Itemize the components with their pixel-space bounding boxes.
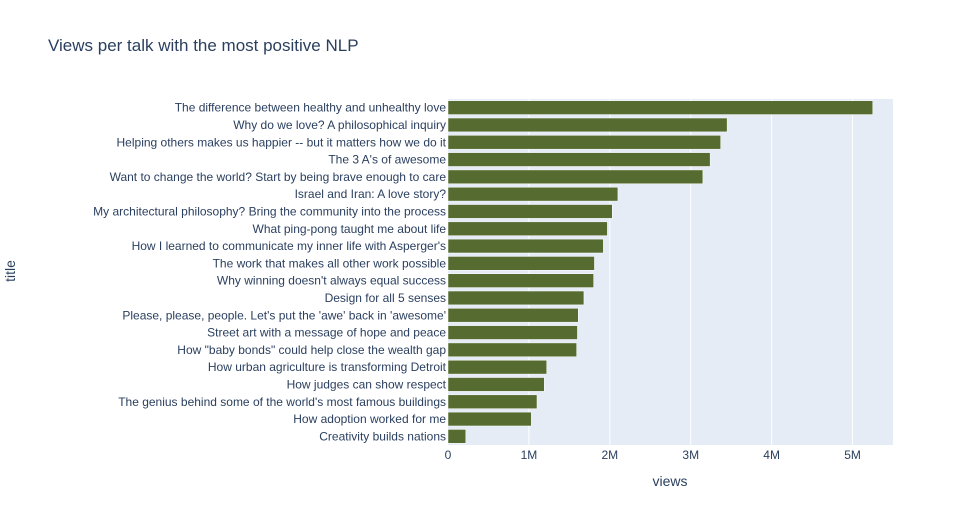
bar — [447, 308, 579, 323]
y-tick-label: How judges can show respect — [287, 377, 447, 391]
x-tick-label: 1M — [521, 448, 538, 462]
bar — [447, 117, 728, 133]
bar — [447, 169, 704, 185]
y-tick-label: Why do we love? A philosophical inquiry — [233, 118, 446, 132]
bar — [447, 221, 608, 236]
bar — [447, 411, 532, 427]
bar — [447, 325, 578, 340]
bar — [447, 152, 711, 167]
bar — [447, 273, 594, 288]
y-tick-label: The work that makes all other work possi… — [213, 256, 447, 270]
x-tick-label: 4M — [763, 448, 780, 462]
bar — [447, 256, 595, 271]
y-tick-label: How adoption worked for me — [293, 412, 446, 426]
y-tick-label: How "baby bonds" could help close the we… — [177, 343, 446, 357]
y-tick-label: Creativity builds nations — [319, 429, 446, 443]
bar — [447, 135, 721, 150]
y-tick-label: The 3 A's of awesome — [328, 153, 446, 167]
y-tick-label: Why winning doesn't always equal success — [217, 274, 446, 288]
bars — [447, 100, 874, 444]
y-tick-label: How urban agriculture is transforming De… — [208, 360, 447, 374]
y-tick-label: Design for all 5 senses — [325, 291, 446, 305]
bar — [447, 204, 613, 219]
y-axis-title: title — [2, 260, 18, 282]
y-tick-labels: The difference between healthy and unhea… — [93, 101, 447, 444]
x-tick-label: 5M — [844, 448, 861, 462]
bar — [447, 342, 577, 358]
x-tick-label: 2M — [601, 448, 618, 462]
bar — [447, 290, 585, 306]
bar — [447, 377, 545, 392]
x-tick-label: 3M — [682, 448, 699, 462]
y-tick-label: Helping others makes us happier -- but i… — [117, 135, 447, 149]
bar — [447, 394, 538, 409]
y-tick-label: The genius behind some of the world's mo… — [118, 395, 446, 409]
y-tick-label: The difference between healthy and unhea… — [175, 101, 447, 115]
chart-title: Views per talk with the most positive NL… — [48, 36, 359, 55]
y-tick-label: My architectural philosophy? Bring the c… — [93, 204, 446, 218]
y-tick-label: Want to change the world? Start by being… — [110, 170, 447, 184]
x-axis-title: views — [652, 473, 687, 489]
plot-area — [448, 99, 893, 445]
y-tick-label: What ping-pong taught me about life — [253, 222, 447, 236]
y-tick-label: Israel and Iran: A love story? — [295, 187, 447, 201]
bar — [447, 238, 604, 254]
bar — [447, 186, 619, 202]
y-tick-label: How I learned to communicate my inner li… — [132, 239, 446, 253]
y-tick-label: Street art with a message of hope and pe… — [207, 326, 446, 340]
x-tick-labels: 0 1M 2M 3M 4M 5M — [445, 448, 861, 462]
bar — [447, 359, 547, 375]
x-tick-label: 0 — [445, 448, 452, 462]
bar — [447, 100, 874, 115]
y-tick-label: Please, please, people. Let's put the 'a… — [122, 308, 446, 322]
bar — [447, 429, 467, 444]
